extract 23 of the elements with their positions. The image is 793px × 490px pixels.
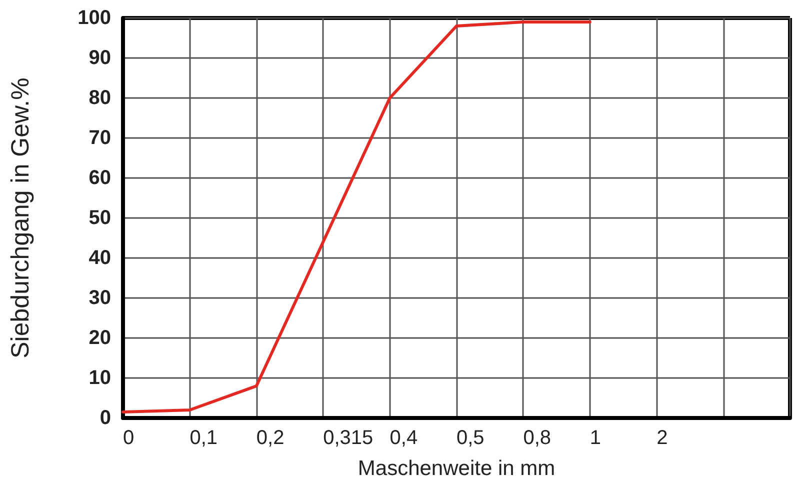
y-tick-label: 50 — [88, 207, 111, 229]
x-axis-title: Maschenweite in mm — [358, 457, 556, 480]
x-tick-label: 0,5 — [456, 427, 484, 449]
y-tick-label: 80 — [88, 87, 111, 109]
y-tick-label: 40 — [88, 247, 111, 269]
y-tick-label: 90 — [88, 47, 111, 69]
y-tick-label: 30 — [88, 287, 111, 309]
x-tick-label: 0,1 — [190, 427, 218, 449]
y-tick-label: 0 — [100, 407, 111, 429]
y-tick-label: 100 — [78, 7, 111, 29]
x-tick-label: 0,4 — [390, 427, 418, 449]
x-tick-label: 0,2 — [256, 427, 284, 449]
y-tick-label: 10 — [88, 367, 111, 389]
x-tick-label: 0 — [123, 427, 134, 449]
y-axis-title: Siebdurchgang in Gew.% — [6, 78, 34, 358]
x-tick-label: 0,315 — [323, 427, 374, 449]
y-tick-label: 20 — [88, 327, 111, 349]
line-series — [122, 20, 592, 414]
x-tick-label: 0,8 — [523, 427, 552, 449]
x-tick-label: 1 — [590, 427, 602, 449]
y-tick-label: 60 — [88, 167, 111, 189]
y-tick-label: 70 — [88, 127, 111, 149]
x-tick-label: 2 — [656, 427, 668, 449]
